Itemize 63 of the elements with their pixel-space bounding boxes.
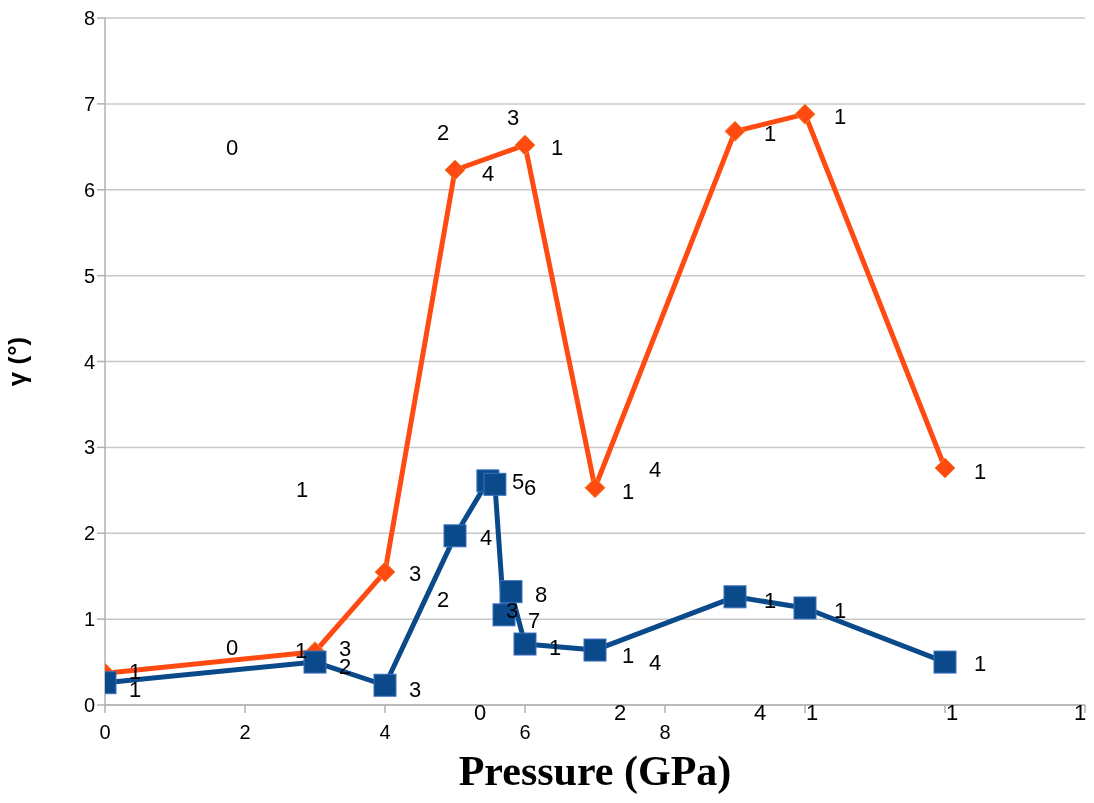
x-tick-label: 4 xyxy=(379,721,391,744)
annotation: 1 xyxy=(833,598,847,623)
point xyxy=(933,650,957,674)
annotation: 4 xyxy=(648,457,662,482)
point xyxy=(443,524,467,548)
point xyxy=(584,477,606,499)
point xyxy=(513,632,537,656)
annotation: 1 xyxy=(550,135,564,160)
annotation: 1 xyxy=(621,479,635,504)
annotation: 1 xyxy=(805,700,819,725)
annotation: 1 xyxy=(945,700,959,725)
annotation: 1 xyxy=(763,121,777,146)
annotation: 1 xyxy=(295,477,309,502)
point xyxy=(483,472,507,496)
point xyxy=(793,596,817,620)
point xyxy=(444,159,466,181)
annotation: 2 xyxy=(436,587,450,612)
point xyxy=(794,103,816,125)
x-tick-label: 2 xyxy=(239,721,251,744)
annotation: 4 xyxy=(481,161,495,186)
annotation: 0 xyxy=(473,700,487,725)
y-tick-label: 3 xyxy=(83,436,95,459)
y-tick-label: 1 xyxy=(83,608,95,631)
annotation: 0 xyxy=(225,635,239,660)
point xyxy=(373,673,397,697)
annotation: 1 xyxy=(833,104,847,129)
annotation: 3 xyxy=(408,677,422,702)
point xyxy=(499,580,523,604)
y-tick-label: 2 xyxy=(83,522,95,545)
x-tick-label: 6 xyxy=(519,721,531,744)
annotation: 4 xyxy=(753,700,767,725)
annotation: 5 xyxy=(511,469,525,494)
annotation: 4 xyxy=(648,650,662,675)
point xyxy=(583,638,607,662)
annotation: 1 xyxy=(973,459,987,484)
annotation: 6 xyxy=(523,475,537,500)
y-tick-label: 8 xyxy=(83,7,95,30)
annotation: 1 xyxy=(621,643,635,668)
annotation: 3 xyxy=(408,561,422,586)
y-tick-label: 6 xyxy=(83,178,95,201)
point xyxy=(374,561,396,583)
annotation: 7 xyxy=(527,608,541,633)
point xyxy=(723,585,747,609)
y-tick-label: 7 xyxy=(83,92,95,115)
point xyxy=(934,457,956,479)
annotation: 3 xyxy=(505,598,519,623)
annotation: 2 xyxy=(436,120,450,145)
y-axis-title: γ (°) xyxy=(2,336,33,387)
annotation: 2 xyxy=(613,700,627,725)
point xyxy=(514,134,536,156)
annotation: 3 xyxy=(506,105,520,130)
annotation: 8 xyxy=(534,582,548,607)
annotation: 1 xyxy=(973,651,987,676)
y-tick-label: 0 xyxy=(83,694,95,717)
y-tick-label: 4 xyxy=(83,350,95,373)
y-tick-label: 5 xyxy=(83,264,95,287)
x-axis-title: Pressure (GPa) xyxy=(458,748,732,795)
x-tick-label: 0 xyxy=(99,721,111,744)
annotation: 4 xyxy=(479,525,493,550)
x-tick-label: 8 xyxy=(659,721,671,744)
point xyxy=(724,120,746,142)
annotation: 0 xyxy=(225,135,239,160)
annotation: 1 xyxy=(1073,700,1087,725)
